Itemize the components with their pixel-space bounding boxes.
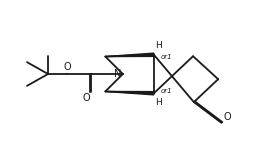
Text: O: O xyxy=(82,93,90,103)
Text: H: H xyxy=(155,41,162,50)
Polygon shape xyxy=(105,91,154,95)
Text: O: O xyxy=(63,62,71,72)
Polygon shape xyxy=(105,53,154,57)
Text: H: H xyxy=(155,98,162,107)
Text: O: O xyxy=(224,112,231,122)
Text: or1: or1 xyxy=(161,89,172,94)
Text: N: N xyxy=(114,69,122,79)
Text: or1: or1 xyxy=(161,54,172,59)
